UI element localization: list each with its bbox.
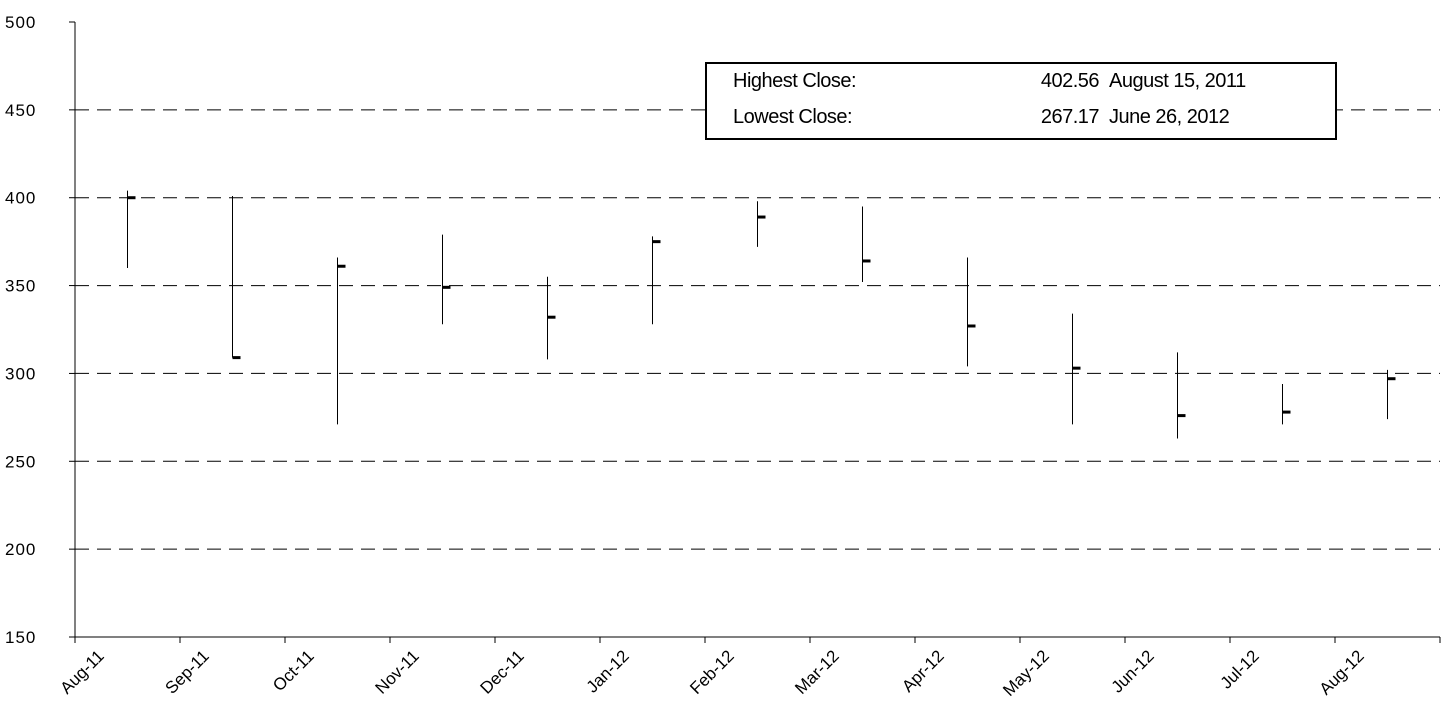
y-tick-label-350: 350 [5,277,36,296]
x-tick-label-May-12: May-12 [999,646,1053,700]
x-tick-label-Jan-12: Jan-12 [583,646,633,696]
axes [74,22,1440,638]
lowest-close-label: Lowest Close: [733,106,853,128]
summary-box: Highest Close: 402.56 August 15, 2011 Lo… [705,62,1337,140]
y-tick-label-500: 500 [5,13,36,32]
x-tick-label-Oct-11: Oct-11 [269,646,318,695]
x-tick-label-Feb-12: Feb-12 [686,646,738,698]
highest-close-row: Highest Close: 402.56 August 15, 2011 [707,70,1335,100]
x-axis-ticks: Aug-11 Sep-11 Oct-11 Nov-11 Dec-11 Jan-12 Feb-… [57,637,1441,700]
highest-close-date: August 15, 2011 [1109,70,1246,92]
x-tick-label-Aug-12: Aug-12 [1316,646,1368,698]
lowest-close-row: Lowest Close: 267.17 June 26, 2012 [707,106,1335,136]
highest-close-value: 402.56 [1040,70,1100,92]
ohlc-bars [127,190,1396,439]
y-tick-label-300: 300 [5,364,36,383]
y-axis-ticks: 500 450 400 350 300 250 200 150 [5,13,75,647]
lowest-close-date: June 26, 2012 [1109,106,1230,128]
x-tick-label-Jun-12: Jun-12 [1108,646,1158,696]
x-tick-label-Dec-11: Dec-11 [477,646,528,697]
x-tick-label-Nov-11: Nov-11 [372,646,423,697]
x-tick-label-Apr-12: Apr-12 [898,646,948,696]
highest-close-label: Highest Close: [733,70,857,92]
lowest-close-value: 267.17 [1040,106,1100,128]
y-tick-label-150: 150 [5,628,36,647]
x-tick-label-Aug-11: Aug-11 [57,646,108,697]
y-tick-label-250: 250 [5,452,36,471]
x-tick-label-Mar-12: Mar-12 [791,646,843,698]
y-tick-label-450: 450 [5,101,36,120]
grid-lines [75,109,1440,550]
x-tick-label-Sep-11: Sep-11 [162,646,213,697]
y-tick-label-400: 400 [5,189,36,208]
x-tick-label-Jul-12: Jul-12 [1217,646,1263,692]
y-tick-label-200: 200 [5,540,36,559]
